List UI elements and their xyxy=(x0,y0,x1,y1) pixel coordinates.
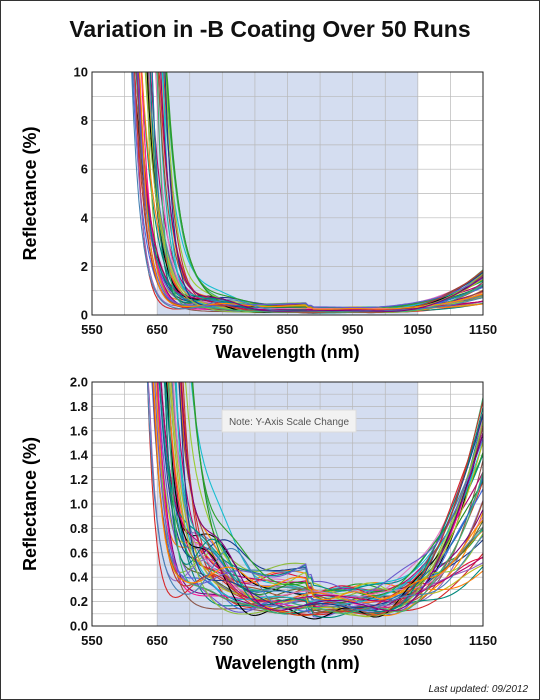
chart-top: 0 2 4 6 8 10 550 650 750 850 950 1050 1150 Waveleng… xyxy=(20,65,497,363)
series-line xyxy=(172,382,483,598)
series-line xyxy=(158,382,483,592)
y-tick-label: 1.6 xyxy=(70,423,88,438)
y-axis-label-bottom: Reflectance (%) xyxy=(20,437,40,571)
x-tick-label: 550 xyxy=(81,633,103,648)
y-tick-label: 1.2 xyxy=(70,472,88,487)
x-axis-label-bottom: Wavelength (nm) xyxy=(215,653,359,673)
series-line xyxy=(154,382,483,594)
series-line xyxy=(152,382,483,601)
series-line xyxy=(158,382,483,593)
series-group-top xyxy=(131,72,483,314)
x-tick-label: 850 xyxy=(277,633,299,648)
y-axis-label-top: Reflectance (%) xyxy=(20,126,40,260)
x-tick-label: 850 xyxy=(277,322,299,337)
x-tick-label: 1150 xyxy=(469,322,497,337)
series-line xyxy=(191,382,483,597)
page-title: Variation in -B Coating Over 50 Runs xyxy=(69,16,471,42)
x-axis-label-top: Wavelength (nm) xyxy=(215,342,359,362)
series-line xyxy=(167,382,483,614)
series-line xyxy=(139,72,483,310)
y-tick-label: 2.0 xyxy=(70,375,88,390)
series-line xyxy=(160,72,483,312)
y-tick-label: 0.4 xyxy=(70,570,89,585)
x-tick-label: 650 xyxy=(146,322,168,337)
x-tick-label: 950 xyxy=(342,322,364,337)
scale-note-box xyxy=(221,409,357,433)
chart-bottom: 0.0 0.2 0.4 0.6 0.8 1.0 1.2 1.4 1.6 1.8 2.0 550 650… xyxy=(20,375,497,674)
x-tick-label: 650 xyxy=(146,633,168,648)
scale-note: Note: Y-Axis Scale Change xyxy=(229,417,350,428)
plot-area-top xyxy=(91,71,484,316)
y-tick-label: 0.8 xyxy=(70,521,88,536)
x-tick-label: 550 xyxy=(81,322,103,337)
last-updated: Last updated: 09/2012 xyxy=(428,684,528,695)
y-tick-label: 2 xyxy=(81,259,88,274)
x-tick-label: 750 xyxy=(211,322,233,337)
y-tick-label: 1.4 xyxy=(70,448,89,463)
x-tick-labels-bottom: 550 650 750 850 950 1050 1150 xyxy=(81,633,497,648)
y-tick-label: 8 xyxy=(81,113,88,128)
y-tick-label: 0.0 xyxy=(70,619,88,634)
y-tick-label: 4 xyxy=(81,210,89,225)
series-line xyxy=(180,382,483,612)
y-tick-label: 10 xyxy=(74,65,88,80)
x-tick-labels-top: 550 650 750 850 950 1050 1150 xyxy=(81,322,497,337)
plot-area-bottom xyxy=(91,381,484,627)
series-group-bottom xyxy=(146,382,483,620)
series-line xyxy=(170,382,483,618)
series-line xyxy=(168,382,483,617)
y-tick-label: 0.2 xyxy=(70,594,88,609)
x-tick-label: 950 xyxy=(342,633,364,648)
series-line xyxy=(178,382,483,605)
series-line xyxy=(181,382,483,616)
y-tick-label: 0 xyxy=(81,308,88,323)
series-line xyxy=(156,72,483,313)
y-tick-labels-bottom: 0.0 0.2 0.4 0.6 0.8 1.0 1.2 1.4 1.6 1.8 2.0 xyxy=(70,375,89,634)
y-tick-label: 1.8 xyxy=(70,399,88,414)
x-tick-label: 1050 xyxy=(403,633,432,648)
x-tick-label: 1150 xyxy=(469,633,497,648)
series-line xyxy=(175,382,483,605)
y-tick-labels-top: 0 2 4 6 8 10 xyxy=(74,65,89,323)
x-tick-label: 1050 xyxy=(403,322,432,337)
y-tick-label: 0.6 xyxy=(70,545,88,560)
x-tick-label: 750 xyxy=(211,633,233,648)
y-tick-label: 6 xyxy=(81,162,88,177)
y-tick-label: 1.0 xyxy=(70,497,88,512)
series-line xyxy=(137,72,483,309)
